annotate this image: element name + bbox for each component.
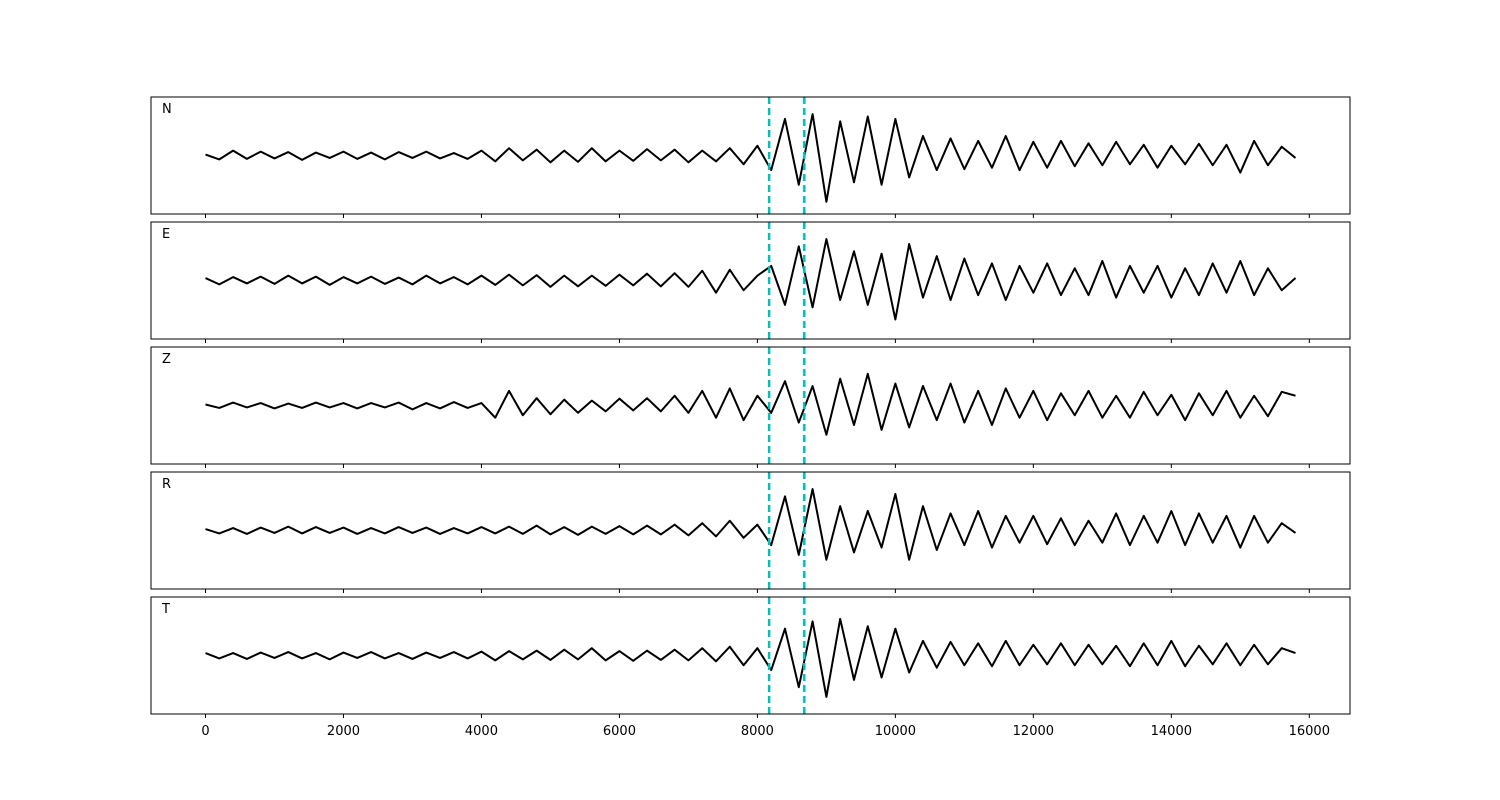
trace xyxy=(205,617,1296,698)
x-tick-label: 10000 xyxy=(875,724,916,739)
x-tick-label: 8000 xyxy=(741,724,774,739)
panel-label: N xyxy=(162,102,172,117)
x-tick-label: 2000 xyxy=(327,724,360,739)
trace xyxy=(205,372,1296,436)
x-tick-label: 16000 xyxy=(1289,724,1330,739)
x-tick-label: 4000 xyxy=(465,724,498,739)
trace xyxy=(205,488,1297,561)
panel-frame xyxy=(150,96,1351,215)
panel-frame xyxy=(150,221,1351,340)
x-tick-label: 14000 xyxy=(1151,724,1192,739)
panel-label: R xyxy=(162,477,171,492)
panel-frame xyxy=(150,346,1351,465)
x-tick-label: 6000 xyxy=(603,724,636,739)
panel-frame xyxy=(150,596,1351,715)
trace xyxy=(205,113,1297,203)
x-tick-label: 0 xyxy=(201,724,209,739)
panel-label: T xyxy=(161,602,170,617)
trace xyxy=(205,238,1297,321)
x-tick-label: 12000 xyxy=(1013,724,1054,739)
panel-label: Z xyxy=(162,352,171,367)
panel-label: E xyxy=(162,227,170,242)
panel-frame xyxy=(150,471,1351,590)
